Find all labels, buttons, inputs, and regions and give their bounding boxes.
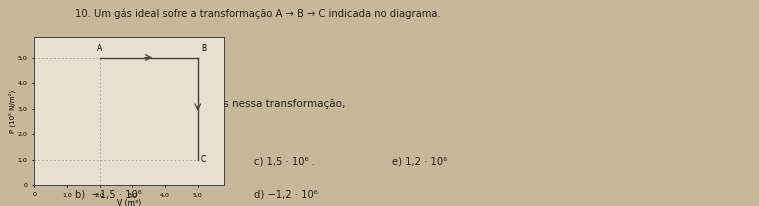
Text: C: C: [201, 155, 206, 164]
Text: em joules, vale:: em joules, vale:: [75, 124, 158, 134]
Text: a) 2,0 · 10⁶: a) 2,0 · 10⁶: [75, 157, 130, 167]
Text: c) 1,5 · 10⁶ .: c) 1,5 · 10⁶ .: [254, 157, 315, 167]
Y-axis label: P (10⁵ N/m²): P (10⁵ N/m²): [8, 90, 16, 133]
Text: B: B: [201, 44, 206, 53]
Text: b)  −1,5 · 10⁶: b) −1,5 · 10⁶: [75, 190, 142, 200]
Text: d) −1,2 · 10⁶: d) −1,2 · 10⁶: [254, 190, 317, 200]
Text: e) 1,2 · 10⁶: e) 1,2 · 10⁶: [392, 157, 447, 167]
Text: 10. Um gás ideal sofre a transformação A → B → C indicada no diagrama.: 10. Um gás ideal sofre a transformação A…: [75, 8, 441, 19]
Text: O trabalho realizado pelo gás nessa transformação,: O trabalho realizado pelo gás nessa tran…: [75, 99, 345, 109]
Text: A: A: [97, 44, 102, 53]
X-axis label: V (m³): V (m³): [117, 199, 141, 206]
